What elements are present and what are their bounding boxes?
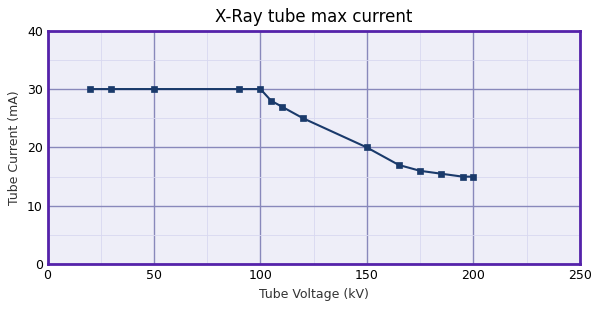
X-axis label: Tube Voltage (kV): Tube Voltage (kV)	[259, 288, 368, 301]
Title: X-Ray tube max current: X-Ray tube max current	[215, 8, 412, 26]
Y-axis label: Tube Current (mA): Tube Current (mA)	[8, 90, 22, 205]
